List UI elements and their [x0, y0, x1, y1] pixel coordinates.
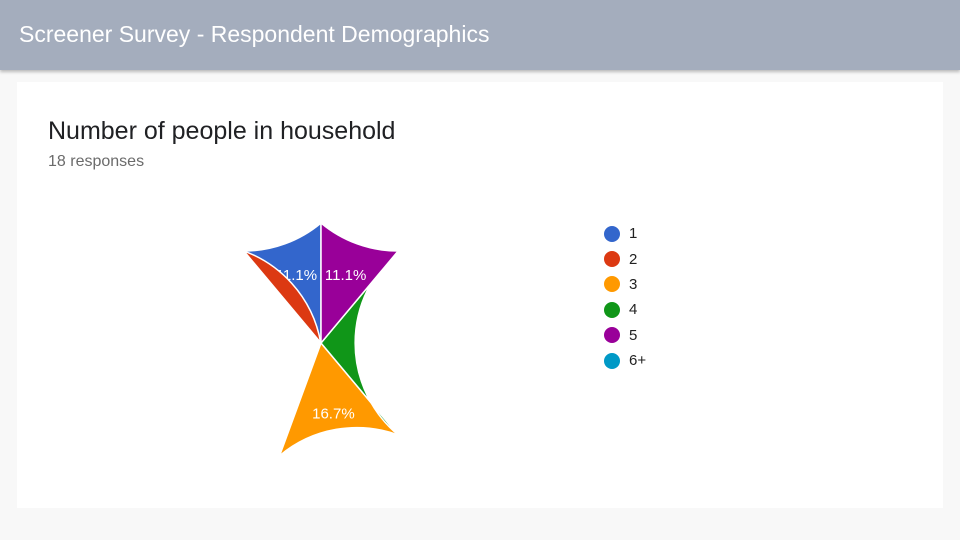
slice-label-5: 11.1% [325, 267, 366, 284]
top-bar: Screener Survey - Respondent Demographic… [0, 0, 960, 70]
legend-swatch [604, 352, 620, 369]
legend-swatch [604, 301, 620, 318]
legend-item-5[interactable]: 5 [604, 323, 646, 348]
slice-label-4: 27.8% [372, 335, 415, 352]
legend-item-2[interactable]: 2 [604, 246, 646, 271]
chart-card: Number of people in household 18 respons… [17, 82, 943, 508]
legend-swatch [604, 276, 620, 293]
pie-slice-3[interactable] [277, 341, 401, 459]
response-count: 18 responses [48, 153, 145, 170]
legend-label: 5 [629, 326, 638, 344]
page-title: Screener Survey - Respondent Demographic… [19, 21, 490, 47]
pie-slice-5[interactable] [320, 221, 400, 346]
legend-label: 1 [629, 225, 638, 243]
legend-item-6[interactable]: 6+ [604, 348, 646, 373]
legend-label: 6+ [629, 352, 647, 370]
slice-label-2: 33.3% [229, 347, 272, 364]
pie-chart: 11.1%33.3%16.7%27.8%11.1% [229, 221, 415, 459]
legend-swatch [604, 251, 620, 268]
legend-label: 3 [629, 275, 638, 293]
legend-item-1[interactable]: 1 [604, 221, 646, 246]
legend-label: 4 [629, 301, 638, 319]
chart-title: Number of people in household [48, 117, 396, 145]
slice-label-3: 16.7% [312, 405, 355, 422]
legend-item-4[interactable]: 4 [604, 297, 646, 322]
legend-item-3[interactable]: 3 [604, 272, 646, 297]
legend-label: 2 [629, 250, 638, 268]
legend-swatch [604, 327, 620, 344]
legend-swatch [604, 225, 620, 242]
chart-legend: 1 2 3 4 5 6+ [604, 221, 646, 373]
